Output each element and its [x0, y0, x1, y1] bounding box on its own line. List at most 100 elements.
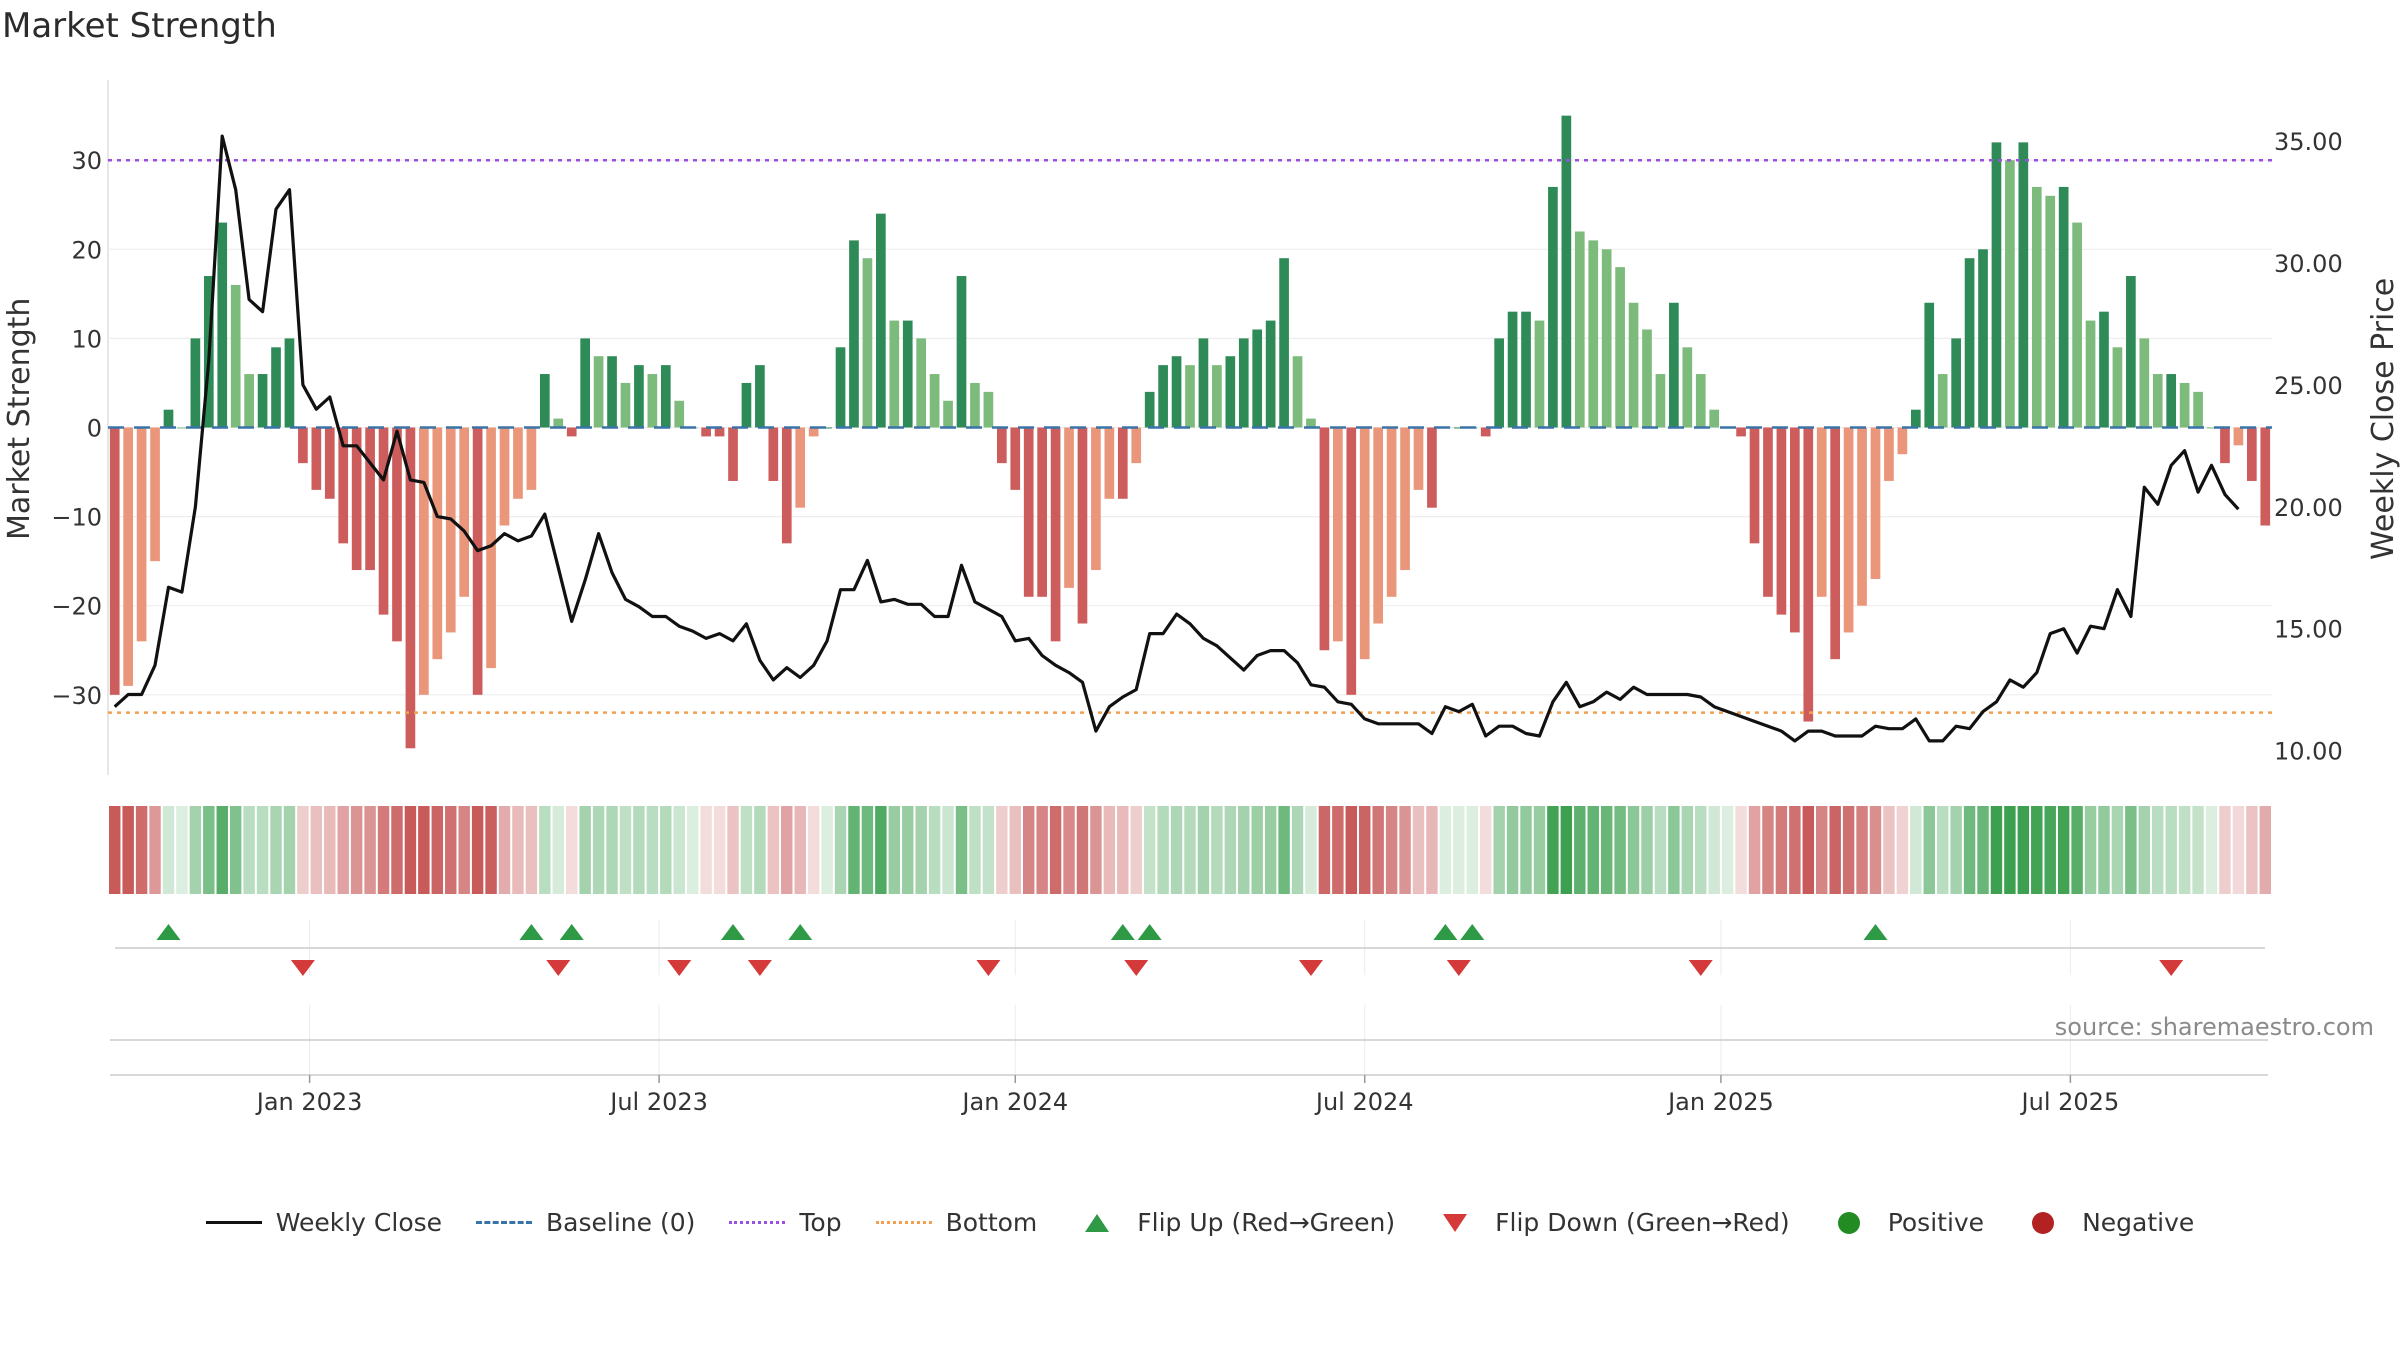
strength-cell [1103, 806, 1116, 894]
strength-cell [1345, 806, 1358, 894]
strength-cell [1291, 806, 1304, 894]
strength-bar [768, 427, 779, 481]
flip-up-marker [559, 924, 584, 940]
y-tick-label: 30 [71, 147, 102, 175]
strength-cell [418, 806, 430, 894]
y2-tick-label: 30.00 [2274, 250, 2343, 278]
strength-cell [1977, 806, 1989, 894]
strength-cell [1775, 806, 1788, 894]
flip-down-marker [747, 960, 772, 976]
strength-cell [565, 806, 578, 894]
strength-cell [1399, 806, 1411, 894]
strength-bar [634, 365, 644, 428]
strength-bar [929, 374, 940, 428]
strength-bar [1897, 427, 1908, 455]
x-tick-label: Jul 2023 [608, 1088, 708, 1116]
strength-bar [351, 427, 362, 571]
strength-bar [620, 382, 631, 428]
strength-bar [445, 427, 456, 633]
strength-cell [364, 806, 376, 894]
strength-cell [727, 806, 739, 894]
strength-bar [271, 347, 281, 428]
legend-label: Negative [2082, 1208, 2195, 1237]
strength-bar [1279, 258, 1289, 428]
strength-cell [2071, 806, 2083, 894]
strength-bar [324, 427, 335, 499]
strength-bar [1037, 427, 1047, 597]
strength-bar [150, 427, 160, 562]
strength-bar [983, 391, 994, 428]
strength-cell [1385, 806, 1398, 894]
strength-bar [217, 222, 228, 428]
flip-down-marker [1124, 960, 1149, 976]
strength-cell [377, 806, 390, 894]
y-tick-label: −10 [51, 504, 102, 532]
strength-bar [1077, 427, 1088, 624]
strength-cell [861, 806, 874, 894]
strength-bar [1131, 427, 1142, 464]
strength-cell [2098, 806, 2110, 894]
strength-bar [1937, 374, 1948, 428]
strength-cell [2192, 806, 2204, 894]
strength-bar [1776, 427, 1787, 615]
strength-bar [862, 258, 873, 428]
strength-bar [1642, 329, 1652, 428]
strength-cell [2004, 806, 2016, 894]
strength-cell [1654, 806, 1667, 894]
flip-up-marker [1460, 924, 1485, 940]
strength-cell [834, 806, 847, 894]
legend-item-flip-up: Flip Up (Red→Green) [1071, 1208, 1395, 1237]
strength-bar [781, 427, 792, 544]
strength-cell [713, 806, 726, 894]
legend-label: Bottom [945, 1208, 1038, 1237]
red-dot-icon [2032, 1211, 2055, 1234]
triangle-up-icon [1085, 1213, 1110, 1232]
strength-bar [2018, 142, 2029, 428]
strength-cell [1049, 806, 1062, 894]
strength-cell [1883, 806, 1895, 894]
strength-bar [1601, 249, 1612, 428]
strength-cell [324, 806, 336, 894]
strength-cell [1251, 806, 1263, 894]
y-tick-label: 10 [71, 325, 102, 353]
strength-bar [419, 427, 429, 695]
strength-bar [230, 284, 241, 428]
legend-label: Top [799, 1208, 842, 1237]
right-y-axis: 35.00 30.00 25.00 20.00 15.00 10.00 [2274, 128, 2343, 766]
strength-cell [485, 806, 497, 894]
strength-cell [350, 806, 363, 894]
strength-bar [1816, 427, 1827, 597]
strength-bar [2045, 195, 2056, 428]
strength-cell [1963, 806, 1976, 894]
strength-cell [1238, 806, 1250, 894]
strength-bar [1682, 347, 1693, 428]
strength-cell [1910, 806, 1922, 894]
strength-bar [1171, 356, 1182, 428]
strength-cell [2031, 806, 2043, 894]
strength-bar [808, 427, 819, 437]
x-tick-label: Jan 2025 [1666, 1088, 1774, 1116]
flip-down-marker [976, 960, 1001, 976]
strength-bar [2246, 427, 2257, 481]
strength-bar [1521, 311, 1531, 428]
strength-cell [1426, 806, 1438, 894]
strength-cell [2165, 806, 2177, 894]
strength-cell [2125, 806, 2137, 894]
strength-cell [2111, 806, 2124, 894]
strength-cell [2205, 806, 2218, 894]
strength-cell [1157, 806, 1169, 894]
strength-bar [2031, 186, 2042, 428]
strength-cell [1076, 806, 1089, 894]
strength-cell [1816, 806, 1828, 894]
weekly-close-line [113, 134, 2240, 743]
strength-cell [1479, 806, 1492, 894]
strength-bar [1749, 427, 1760, 544]
strength-cell [996, 806, 1008, 894]
strength-bar [795, 427, 806, 508]
strength-cell [1869, 806, 1882, 894]
legend-label: Flip Down (Green→Red) [1495, 1208, 1790, 1237]
strength-cell [1627, 806, 1640, 894]
strength-cell [955, 806, 968, 894]
strength-cell [391, 806, 403, 894]
strength-bar [714, 427, 725, 437]
